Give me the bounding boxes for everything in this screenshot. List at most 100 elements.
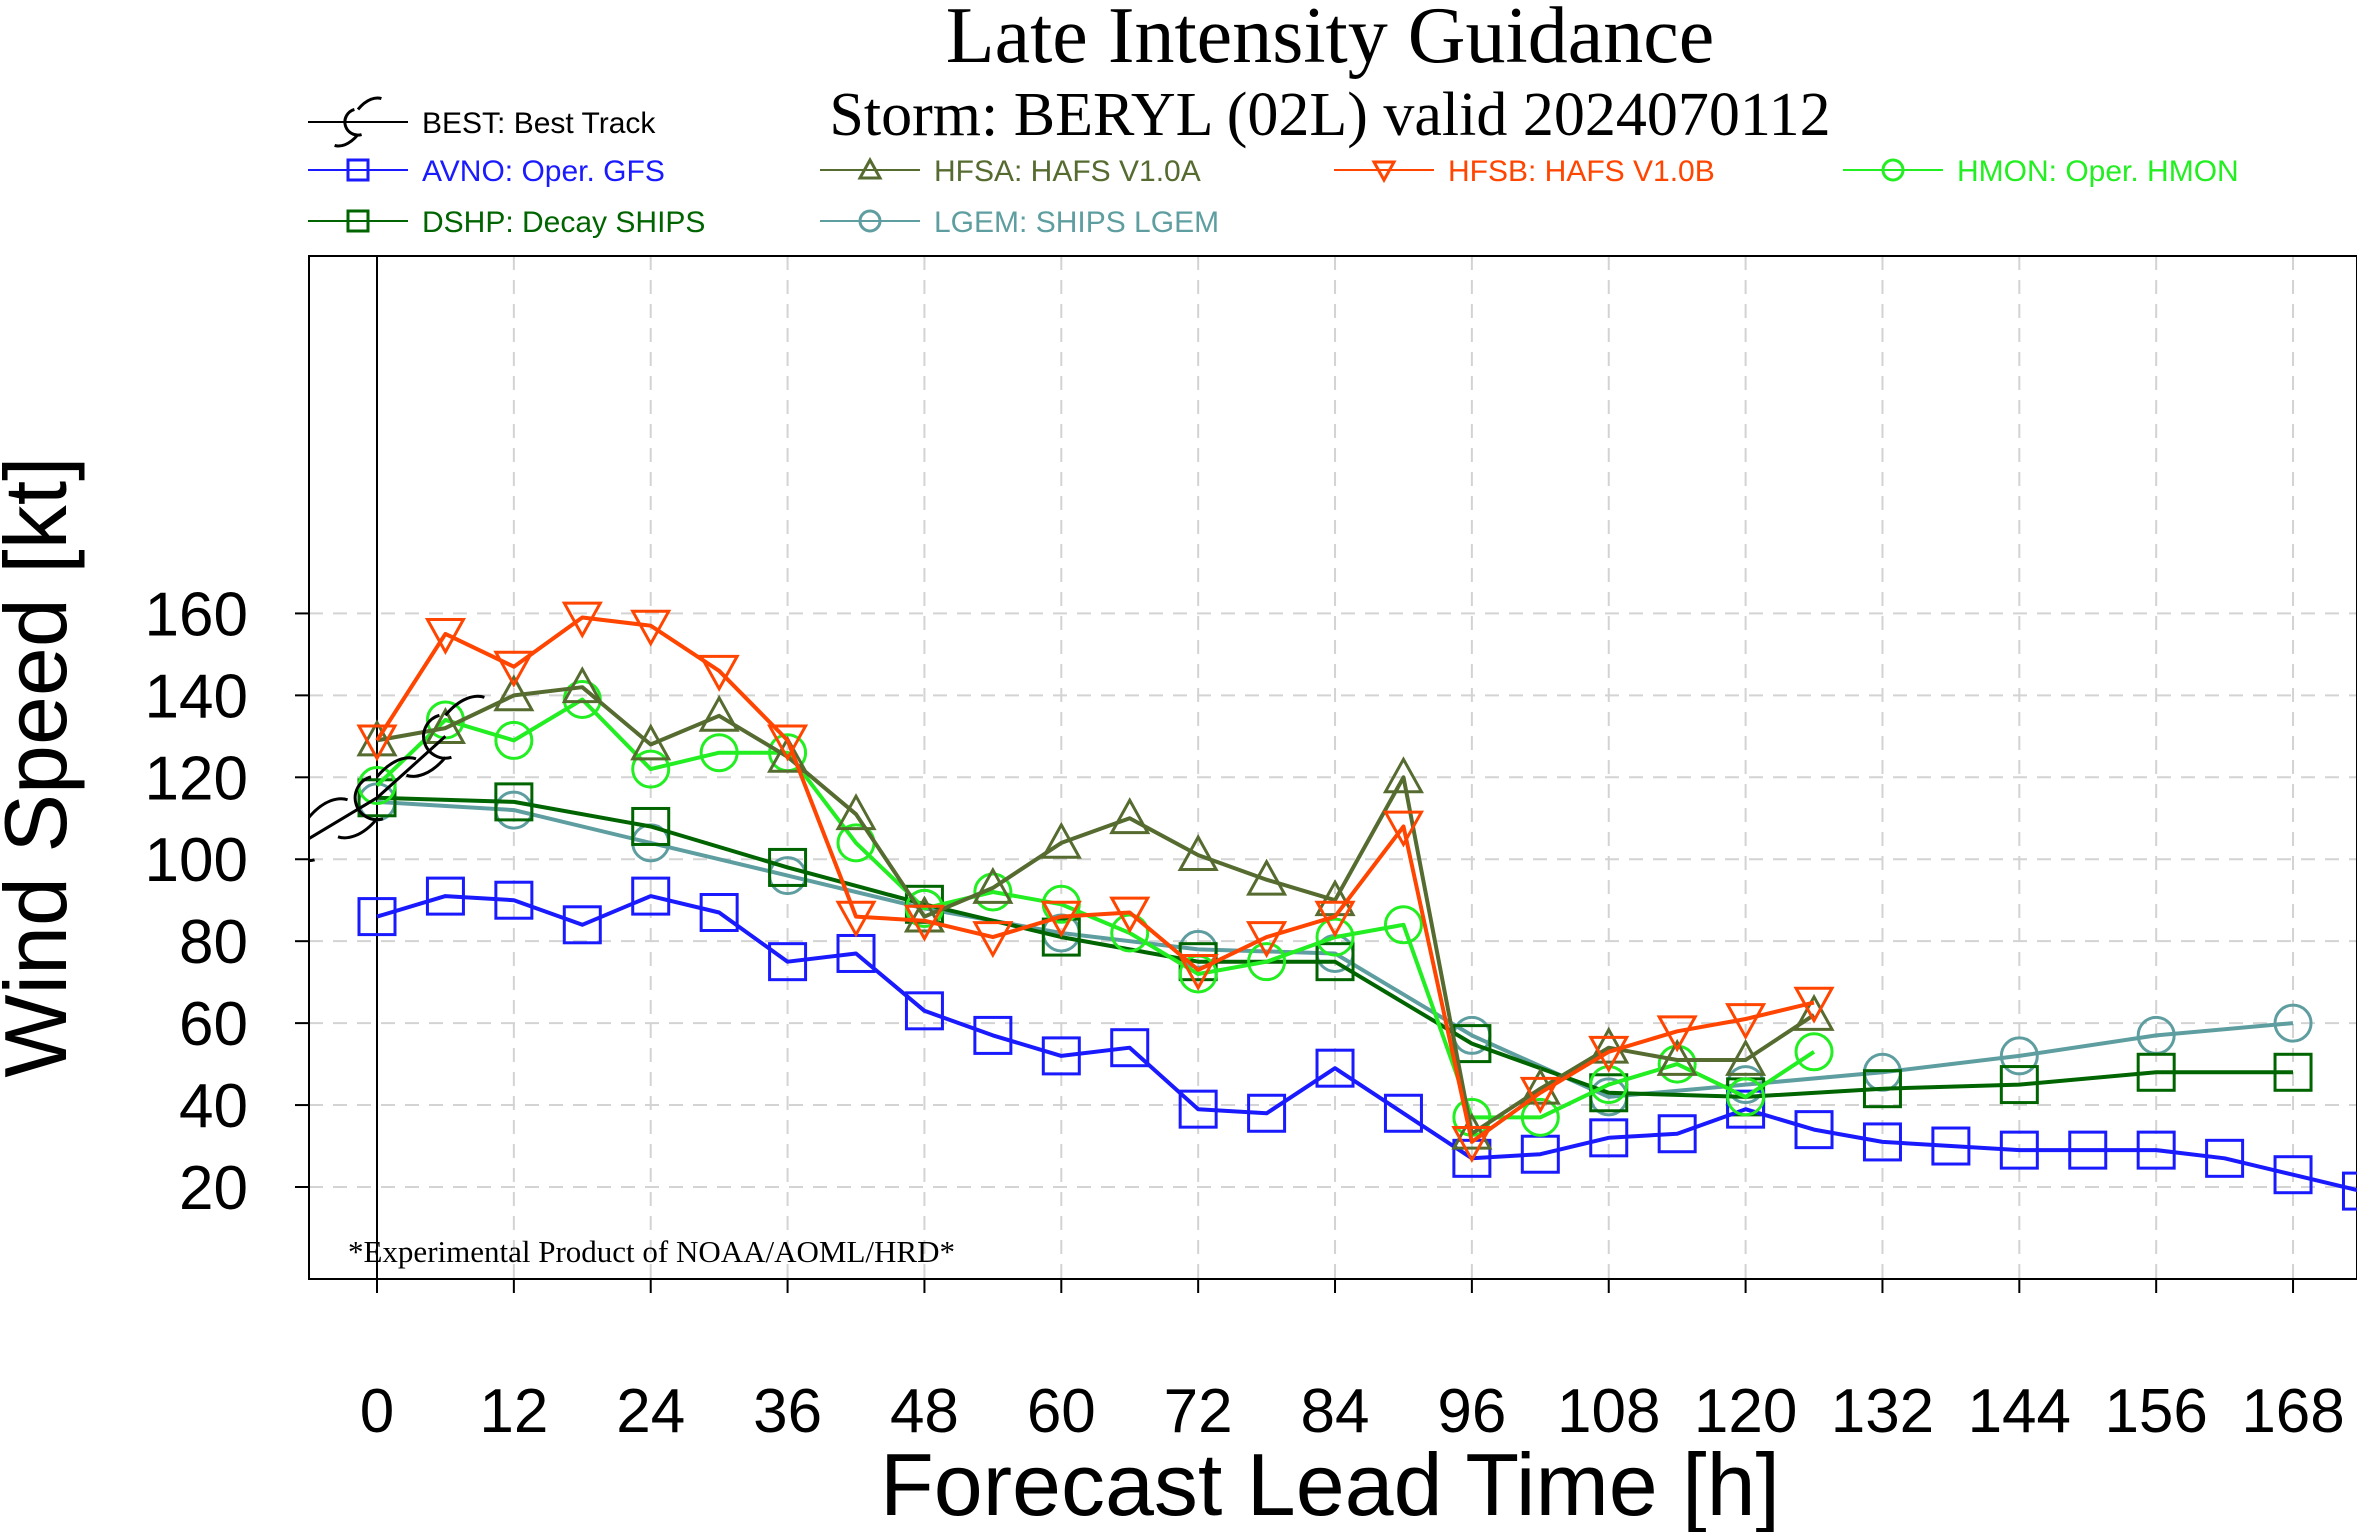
data-point-avno	[1794, 1110, 1834, 1150]
data-point-hmon	[1657, 1044, 1697, 1084]
data-point-hfsb	[698, 654, 740, 692]
data-point-lgem	[1999, 1036, 2039, 1076]
x-tick-label: 48	[890, 1377, 959, 1446]
x-tick-label: 60	[1027, 1377, 1096, 1446]
series-line-dshp	[376, 795, 2293, 1099]
data-point-hmon	[699, 733, 739, 773]
data-point-hfsa	[1177, 834, 1219, 872]
data-point-hfsa	[835, 793, 877, 831]
data-point-dshp	[357, 778, 397, 818]
data-point-dshp	[631, 806, 671, 846]
data-point-hfsb	[424, 618, 466, 655]
x-tick-label: 156	[2104, 1377, 2207, 1446]
data-point-avno	[494, 880, 534, 920]
footnote: *Experimental Product of NOAA/AOML/HRD*	[348, 1234, 955, 1269]
y-tick-label: 140	[145, 662, 248, 731]
series-line-lgem	[376, 799, 2294, 1099]
series-layer	[309, 601, 2357, 1211]
data-point-hfsb	[835, 900, 877, 938]
x-tick-label: 132	[1831, 1377, 1934, 1446]
data-point-hfsa	[493, 674, 535, 712]
legend-entry-hmon: HMON: Oper. HMON	[1843, 155, 2239, 188]
data-point-hfsb	[561, 601, 603, 639]
x-tick-label: 84	[1301, 1377, 1370, 1446]
data-point-hfsa	[424, 707, 466, 745]
x-axis-label: Forecast Lead Time [h]	[880, 1435, 1780, 1532]
data-point-hfsa	[1588, 1026, 1630, 1064]
legend-label: HMON: Oper. HMON	[1957, 155, 2239, 188]
legend-label: BEST: Best Track	[422, 107, 656, 140]
data-point-hfsb	[1656, 1015, 1698, 1053]
data-point-hfsb	[1588, 1035, 1630, 1073]
data-point-hfsa	[698, 694, 740, 732]
data-point-avno	[1999, 1130, 2039, 1170]
legend-marker	[858, 209, 882, 233]
data-point-dshp	[2136, 1052, 2176, 1092]
x-tick-label: 12	[479, 1377, 548, 1446]
data-point-hmon	[1520, 1097, 1560, 1137]
y-tick-label: 20	[179, 1154, 248, 1223]
data-point-hfsa	[1246, 858, 1288, 896]
series-line-best	[309, 735, 447, 841]
data-point-lgem	[2273, 1003, 2313, 1043]
data-point-avno	[1110, 1028, 1150, 1068]
data-point-best	[337, 756, 417, 840]
data-point-avno	[699, 893, 739, 933]
data-point-hfsa	[1109, 797, 1151, 835]
y-tick-label: 40	[179, 1072, 248, 1141]
series-line-avno	[376, 894, 2357, 1193]
legend-label: HFSA: HAFS V1.0A	[934, 155, 1201, 188]
y-axis-label: Wind Speed [kt]	[0, 456, 85, 1077]
legend-entry-hfsb: HFSB: HAFS V1.0B	[1334, 155, 1715, 188]
data-point-avno	[2341, 1171, 2357, 1211]
x-tick-label: 24	[616, 1377, 685, 1446]
data-point-dshp	[494, 782, 534, 822]
data-point-hmon	[1726, 1077, 1766, 1117]
x-tick-label: 36	[753, 1377, 822, 1446]
data-point-hfsb	[1519, 1076, 1561, 1114]
legend-label: AVNO: Oper. GFS	[422, 155, 665, 188]
data-point-avno	[2205, 1138, 2245, 1178]
x-tick-label: 108	[1557, 1377, 1660, 1446]
data-point-hfsa	[972, 866, 1014, 904]
series-line-hfsa	[376, 685, 1816, 1136]
data-point-hmon	[1383, 905, 1423, 945]
data-point-dshp	[768, 847, 808, 887]
legend-entry-hfsa: HFSA: HAFS V1.0A	[820, 155, 1201, 188]
legend: BEST: Best Track AVNO: Oper. GFS HFSA: HAF…	[308, 96, 2239, 239]
data-point-avno	[1589, 1118, 1629, 1158]
data-point-hfsb	[630, 609, 672, 647]
series-dshp	[357, 778, 2313, 1117]
data-point-hfsa	[1725, 1038, 1767, 1076]
legend-entry-avno: AVNO: Oper. GFS	[308, 155, 665, 188]
data-point-hfsa	[630, 723, 672, 761]
data-point-avno	[973, 1015, 1013, 1055]
data-point-dshp	[1041, 917, 1081, 957]
x-tick-label: 144	[1968, 1377, 2071, 1446]
data-point-hfsb	[1725, 1003, 1767, 1041]
data-point-hfsa	[1451, 1112, 1493, 1150]
data-point-hfsa	[1040, 821, 1082, 859]
data-point-hfsa	[1656, 1038, 1698, 1076]
data-point-hfsb	[493, 650, 535, 688]
data-point-avno	[904, 991, 944, 1031]
data-point-avno	[1862, 1122, 1902, 1162]
data-point-hfsa	[767, 735, 809, 773]
legend-entry-best: BEST: Best Track	[308, 96, 656, 148]
data-point-hfsb	[972, 921, 1014, 959]
data-point-avno	[1726, 1089, 1766, 1129]
series-hfsb	[356, 601, 1835, 1164]
data-point-hfsb	[1382, 810, 1424, 848]
grid	[309, 256, 2357, 1279]
data-point-hfsa	[1382, 756, 1424, 794]
data-point-avno	[357, 897, 397, 937]
data-point-best	[405, 694, 485, 778]
data-point-avno	[2136, 1130, 2176, 1170]
data-point-hfsb	[1040, 900, 1082, 938]
y-tick-label: 120	[145, 744, 248, 813]
legend-marker	[857, 156, 883, 180]
data-point-hmon	[1315, 917, 1355, 957]
legend-marker	[1371, 160, 1397, 184]
chart-title: Late Intensity Guidance	[946, 0, 1715, 80]
